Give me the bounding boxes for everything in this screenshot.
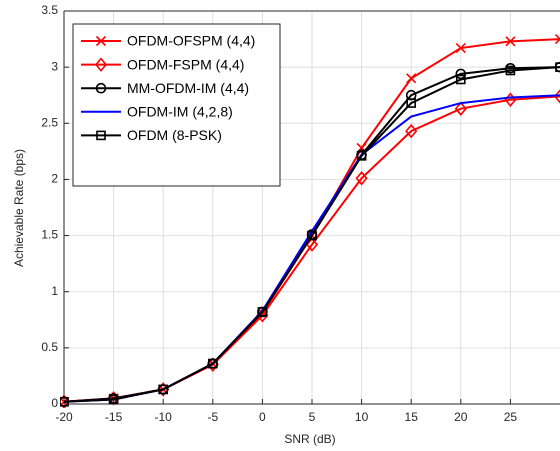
x-tick-label: 25 bbox=[504, 410, 518, 424]
x-tick-label: 20 bbox=[454, 410, 468, 424]
marker bbox=[208, 358, 218, 369]
marker bbox=[406, 98, 417, 108]
marker bbox=[95, 82, 107, 94]
y-tick-label: 2.5 bbox=[41, 115, 58, 129]
marker bbox=[553, 89, 560, 104]
x-tick-label: -10 bbox=[155, 410, 173, 424]
x-tick-label: 0 bbox=[259, 410, 266, 424]
x-tick-label: -15 bbox=[105, 410, 123, 424]
marker bbox=[405, 123, 418, 139]
x-tick-label: 10 bbox=[355, 410, 369, 424]
marker bbox=[455, 74, 466, 85]
marker bbox=[95, 35, 107, 47]
marker bbox=[454, 101, 467, 116]
legend-label: OFDM-IM (4,2,8) bbox=[127, 104, 233, 120]
x-tick-label: -20 bbox=[55, 410, 73, 424]
marker bbox=[94, 57, 108, 72]
y-tick-label: 2 bbox=[51, 172, 58, 186]
legend-label: OFDM-FSPM (4,4) bbox=[127, 56, 244, 72]
marker bbox=[355, 171, 368, 186]
x-tick-label: -5 bbox=[207, 410, 218, 424]
x-tick-label: 15 bbox=[405, 410, 419, 424]
legend-label: MM-OFDM-IM (4,4) bbox=[127, 80, 249, 96]
marker bbox=[307, 230, 317, 241]
y-tick-label: 1.5 bbox=[41, 228, 58, 242]
marker bbox=[505, 36, 516, 47]
y-tick-label: 1 bbox=[51, 284, 58, 298]
marker bbox=[158, 384, 168, 395]
x-tick-label: 5 bbox=[309, 410, 316, 424]
marker bbox=[305, 237, 319, 252]
y-tick-label: 0 bbox=[51, 396, 58, 410]
marker bbox=[108, 394, 119, 405]
marker bbox=[96, 130, 106, 141]
marker bbox=[555, 62, 560, 72]
legend-label: OFDM (8-PSK) bbox=[127, 127, 222, 143]
axes-frame bbox=[63, 10, 560, 405]
marker bbox=[356, 151, 367, 161]
plot-area bbox=[60, 34, 560, 408]
y-axis-label: Achievable Rate (bps) bbox=[12, 149, 26, 267]
y-tick-label: 3.5 bbox=[41, 3, 58, 17]
marker bbox=[60, 396, 69, 407]
marker bbox=[406, 73, 417, 84]
legend-box bbox=[72, 23, 281, 187]
y-tick-label: 3 bbox=[51, 59, 58, 73]
marker bbox=[554, 34, 560, 45]
marker bbox=[455, 42, 466, 54]
marker bbox=[257, 307, 268, 317]
legend: OFDM-OFSPM (4,4) OFDM-FSPM (4,4) MM-OFDM-I… bbox=[72, 23, 281, 187]
y-tick-label: 0.5 bbox=[41, 340, 58, 354]
legend-label: OFDM-OFSPM (4,4) bbox=[127, 33, 255, 49]
marker bbox=[505, 65, 516, 76]
series-line bbox=[63, 66, 560, 403]
marker bbox=[455, 68, 467, 80]
x-axis-label: SNR (dB) bbox=[284, 432, 335, 446]
